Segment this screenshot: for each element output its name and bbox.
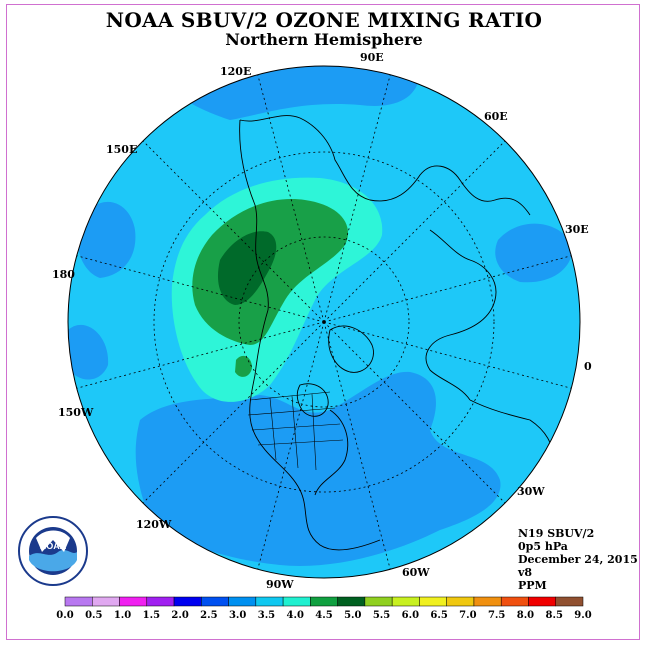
legend-label: 3.5 <box>258 610 275 621</box>
info-version: v8 <box>518 566 533 579</box>
contour-4p5 <box>217 231 277 305</box>
legend-label: 2.5 <box>200 610 217 621</box>
map-title: NOAA SBUV/2 OZONE MIXING RATIO <box>105 8 543 32</box>
coast-north-america <box>249 309 381 551</box>
coast-east-asia <box>239 119 269 311</box>
legend-swatch <box>255 596 284 607</box>
legend-swatch <box>419 596 447 607</box>
legend-label: 6.5 <box>430 610 447 621</box>
color-legend: 0.0 0.5 1.0 1.5 2.0 2.5 3.0 3.5 4.0 4.5 5.0 5.5 6.0 6… <box>56 596 592 621</box>
legend-swatch <box>64 596 93 607</box>
legend-swatch <box>173 596 202 607</box>
coast-east-na <box>314 409 349 496</box>
legend-swatch <box>337 596 366 607</box>
lon-label-180: 180 <box>52 268 75 281</box>
legend-label: 7.5 <box>488 610 505 621</box>
contour-4p0-small <box>235 355 252 377</box>
legend-swatch <box>92 596 120 607</box>
coast-greenland <box>328 325 374 373</box>
map-subtitle: Northern Hemisphere <box>225 30 423 49</box>
contour-2p5-left <box>77 201 136 278</box>
legend-label: 1.5 <box>143 610 160 621</box>
legend-swatch <box>500 596 529 607</box>
plot-frame <box>6 4 640 640</box>
legend-swatch <box>446 596 475 607</box>
coast-hudson <box>296 383 329 417</box>
legend-label: 3.0 <box>229 610 246 621</box>
logo-text: NOAA <box>40 541 67 551</box>
legend-swatch <box>201 596 229 607</box>
contour-2p5-right <box>495 223 573 283</box>
info-level: 0p5 hPa <box>518 540 568 553</box>
contour-4p0 <box>192 199 349 345</box>
graticule <box>76 74 572 570</box>
state-lines <box>247 391 344 471</box>
legend-label: 2.0 <box>171 610 188 621</box>
legend-label: 7.0 <box>459 610 476 621</box>
legend-label: 1.0 <box>114 610 131 621</box>
legend-label: 9.0 <box>574 610 591 621</box>
lon-label-120e: 120E <box>220 65 251 78</box>
lon-label-150e: 150E <box>106 143 137 156</box>
legend-swatch <box>146 596 175 607</box>
info-units: PPM <box>518 579 547 592</box>
info-instrument: N19 SBUV/2 <box>518 527 595 540</box>
lat-circle-30 <box>153 151 495 493</box>
lon-label-60w: 60W <box>402 566 430 579</box>
legend-swatch <box>119 596 148 607</box>
legend-label: 0.5 <box>85 610 102 621</box>
legend-label: 6.0 <box>402 610 419 621</box>
coastlines <box>239 115 553 551</box>
coast-asia <box>239 115 531 216</box>
lon-label-90e: 90E <box>360 51 384 64</box>
legend-swatch <box>555 596 584 607</box>
coast-europe <box>425 229 497 401</box>
us-states <box>247 391 344 471</box>
legend-swatch <box>282 596 311 607</box>
info-date: December 24, 2015 <box>518 553 638 566</box>
noaa-logo: NOAA <box>18 516 88 586</box>
map-border <box>67 65 581 579</box>
contour-2p5-south <box>135 371 501 566</box>
lon-label-60e: 60E <box>484 110 508 123</box>
legend-label: 0.0 <box>56 610 73 621</box>
lon-label-150w: 150W <box>58 406 94 419</box>
lat-circle-60 <box>238 236 410 408</box>
lon-label-90w: 90W <box>266 578 294 591</box>
legend-label: 8.0 <box>517 610 534 621</box>
legend-swatch <box>310 596 338 607</box>
legend-label: 5.0 <box>344 610 361 621</box>
contour-2p5-leftlow <box>68 324 109 380</box>
legend-label: 4.0 <box>287 610 304 621</box>
lon-label-30w: 30W <box>517 485 545 498</box>
lon-label-30e: 30E <box>565 223 589 236</box>
legend-swatch <box>228 596 257 607</box>
lon-label-0: 0 <box>584 360 592 373</box>
legend-swatch <box>391 596 420 607</box>
info-block: N19 SBUV/2 0p5 hPa December 24, 2015 v8 … <box>518 527 638 592</box>
legend-label: 8.5 <box>546 610 563 621</box>
legend-label: 5.5 <box>373 610 390 621</box>
legend-swatch <box>528 596 556 607</box>
legend-swatch <box>473 596 502 607</box>
legend-swatch <box>364 596 393 607</box>
lon-label-120w: 120W <box>136 518 172 531</box>
legend-label: 4.5 <box>315 610 332 621</box>
